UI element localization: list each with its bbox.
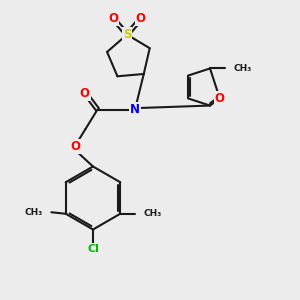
Text: S: S (123, 28, 131, 41)
Text: O: O (70, 140, 80, 153)
Text: Cl: Cl (87, 244, 99, 254)
Text: O: O (80, 87, 90, 101)
Text: N: N (130, 103, 140, 116)
Text: O: O (109, 13, 118, 26)
Text: CH₃: CH₃ (143, 209, 161, 218)
Text: O: O (215, 92, 225, 105)
Text: CH₃: CH₃ (25, 208, 43, 217)
Text: CH₃: CH₃ (233, 64, 252, 73)
Text: O: O (136, 13, 146, 26)
